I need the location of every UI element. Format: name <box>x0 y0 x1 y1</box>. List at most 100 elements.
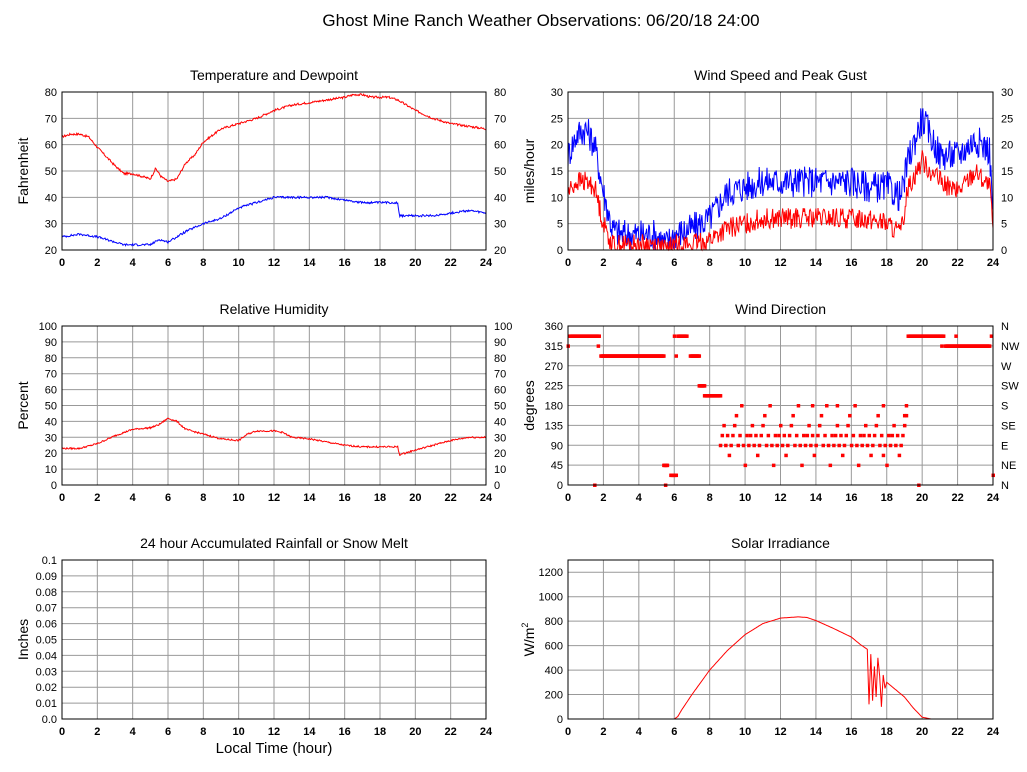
direction-point <box>803 443 808 448</box>
x-tick-label: 0 <box>59 257 65 269</box>
x-tick-label: 24 <box>987 492 1000 504</box>
y-tick-label: 80 <box>45 353 57 365</box>
y2-tick-label: 80 <box>494 87 506 99</box>
x-tick-label: 8 <box>707 492 713 504</box>
direction-point <box>725 433 730 438</box>
x-tick-label: 16 <box>845 726 857 738</box>
direction-point <box>810 404 815 408</box>
direction-point <box>823 433 827 438</box>
direction-point <box>821 443 825 448</box>
direction-point <box>738 433 742 438</box>
y-tick-label: 80 <box>45 87 57 99</box>
plot-frame <box>567 325 994 486</box>
direction-point <box>766 433 771 438</box>
y-tick-label: 800 <box>545 616 563 628</box>
y-tick-label: 0.0 <box>42 714 57 726</box>
y2-tick-label: 10 <box>1001 192 1013 204</box>
y-tick-label: 225 <box>545 381 563 393</box>
x-tick-label: 4 <box>636 726 643 738</box>
plot-frame <box>567 559 994 720</box>
x-tick-label: 18 <box>881 726 893 738</box>
direction-point <box>750 423 755 428</box>
direction-point <box>782 433 787 438</box>
x-tick-label: 2 <box>600 257 606 269</box>
direction-point <box>793 443 797 448</box>
y2-tick-label: 25 <box>1001 113 1013 125</box>
direction-point <box>724 443 728 448</box>
chart-title: Temperature and Dewpoint <box>190 67 358 83</box>
x-tick-label: 4 <box>636 492 643 504</box>
direction-point <box>848 413 852 418</box>
x-tick-label: 0 <box>59 492 65 504</box>
x-tick-label: 2 <box>94 257 100 269</box>
x-tick-label: 6 <box>671 726 677 738</box>
y-tick-label: 90 <box>45 337 57 349</box>
x-tick-label: 18 <box>374 257 386 269</box>
direction-point <box>858 433 863 438</box>
y2-tick-label: 100 <box>494 321 512 333</box>
chart-title: Wind Speed and Peak Gust <box>694 67 867 83</box>
direction-point <box>754 433 758 438</box>
x-tick-label: 12 <box>774 492 786 504</box>
y-tick-label: 360 <box>545 321 563 333</box>
x-tick-label: 8 <box>707 726 713 738</box>
x-tick-label: 0 <box>565 492 571 504</box>
x-tick-label: 24 <box>987 257 1000 269</box>
direction-point <box>902 423 907 428</box>
x-tick-label: 6 <box>165 257 171 269</box>
direction-point <box>817 423 822 428</box>
x-tick-label: 6 <box>165 726 171 738</box>
y-tick-label: 30 <box>45 432 57 444</box>
direction-point <box>864 423 868 428</box>
y-tick-label: 20 <box>45 245 57 257</box>
y-tick-label: 0 <box>557 714 563 726</box>
x-tick-label: 22 <box>951 492 963 504</box>
x-tick-label: 14 <box>810 726 823 738</box>
x-tick-label: 0 <box>565 257 571 269</box>
direction-point <box>902 413 907 418</box>
x-tick-label: 6 <box>671 257 677 269</box>
direction-point <box>837 443 841 448</box>
direction-point <box>855 443 859 448</box>
direction-point <box>901 433 905 438</box>
x-tick-label: 10 <box>233 726 245 738</box>
direction-point <box>904 413 909 418</box>
direction-point <box>869 453 873 458</box>
x-tick-label: 8 <box>200 726 206 738</box>
direction-point <box>881 404 886 408</box>
direction-point <box>844 433 849 438</box>
x-tick-label: 14 <box>810 257 823 269</box>
y-tick-label: 0.01 <box>36 698 57 710</box>
y-tick-label: 40 <box>45 416 57 428</box>
direction-point <box>745 433 749 438</box>
direction-point <box>747 443 751 448</box>
direction-point <box>894 443 898 448</box>
y-axis-label: Inches <box>15 619 31 660</box>
y-tick-label: 180 <box>545 401 563 413</box>
y-tick-label: 0.04 <box>36 650 57 662</box>
direction-point <box>888 443 893 448</box>
y-tick-label: 315 <box>545 341 563 353</box>
direction-point <box>674 354 679 358</box>
y2-tick-label: 50 <box>494 166 506 178</box>
direction-point <box>904 404 909 408</box>
y-tick-label: 25 <box>551 113 563 125</box>
direction-point <box>839 433 843 438</box>
direction-point <box>860 443 864 448</box>
y-tick-label: 5 <box>557 219 563 231</box>
x-tick-label: 18 <box>374 726 386 738</box>
x-tick-label: 20 <box>916 492 928 504</box>
direction-point <box>897 453 902 458</box>
direction-point <box>989 334 994 338</box>
direction-point <box>840 453 845 458</box>
x-tick-label: 4 <box>130 492 137 504</box>
y-axis-label-superscript: 2 <box>520 623 530 628</box>
direction-point <box>718 443 723 448</box>
y-tick-label: 70 <box>45 113 57 125</box>
x-tick-label: 18 <box>374 492 386 504</box>
direction-point <box>890 433 895 438</box>
direction-point <box>794 433 799 438</box>
direction-point <box>872 433 877 438</box>
